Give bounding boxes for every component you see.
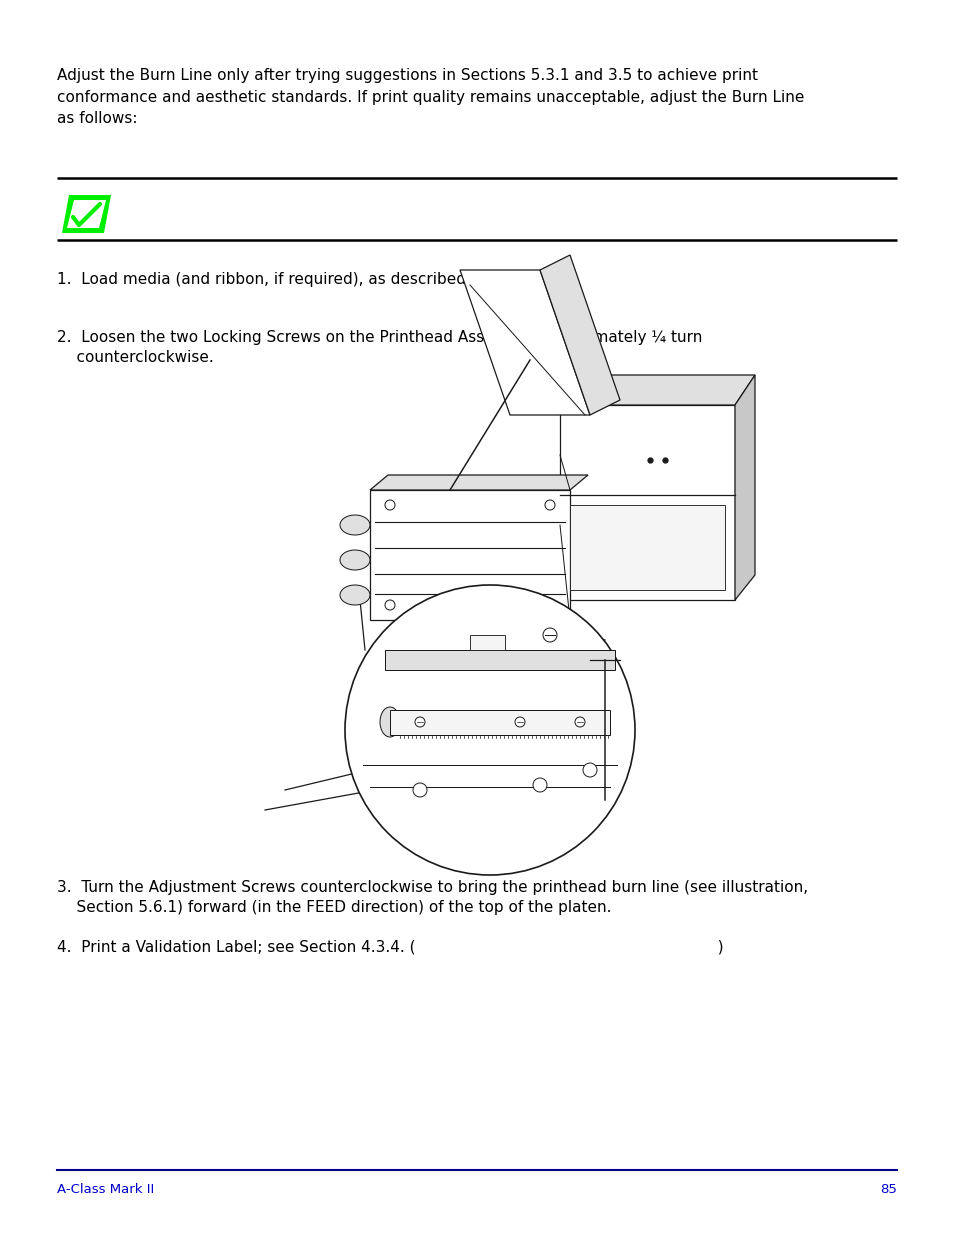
Ellipse shape bbox=[339, 550, 370, 571]
Polygon shape bbox=[470, 635, 504, 650]
Polygon shape bbox=[370, 475, 587, 490]
Ellipse shape bbox=[339, 585, 370, 605]
Text: A-Class Mark II: A-Class Mark II bbox=[57, 1183, 154, 1195]
Polygon shape bbox=[67, 200, 106, 228]
Circle shape bbox=[544, 600, 555, 610]
Polygon shape bbox=[559, 375, 754, 405]
Circle shape bbox=[544, 500, 555, 510]
Polygon shape bbox=[734, 375, 754, 600]
Circle shape bbox=[385, 500, 395, 510]
Text: 4.  Print a Validation Label; see Section 4.3.4. (                              : 4. Print a Validation Label; see Section… bbox=[57, 940, 723, 955]
Polygon shape bbox=[390, 710, 609, 735]
Text: 2.  Loosen the two Locking Screws on the Printhead Assembly approximately ¼ turn: 2. Loosen the two Locking Screws on the … bbox=[57, 330, 701, 345]
Text: 1.  Load media (and ribbon, if required), as described in Section 3.1.: 1. Load media (and ribbon, if required),… bbox=[57, 272, 580, 287]
Circle shape bbox=[345, 585, 635, 876]
Polygon shape bbox=[459, 270, 589, 415]
Polygon shape bbox=[569, 505, 724, 590]
Ellipse shape bbox=[339, 515, 370, 535]
Circle shape bbox=[582, 763, 597, 777]
Circle shape bbox=[413, 783, 427, 797]
Polygon shape bbox=[370, 490, 569, 620]
Text: counterclockwise.: counterclockwise. bbox=[57, 350, 213, 366]
Circle shape bbox=[533, 778, 546, 792]
Text: Section 5.6.1) forward (in the FEED direction) of the top of the platen.: Section 5.6.1) forward (in the FEED dire… bbox=[57, 900, 611, 915]
Circle shape bbox=[542, 629, 557, 642]
Circle shape bbox=[575, 718, 584, 727]
Polygon shape bbox=[559, 405, 734, 600]
Text: Adjust the Burn Line only after trying suggestions in Sections 5.3.1 and 3.5 to : Adjust the Burn Line only after trying s… bbox=[57, 68, 803, 126]
Circle shape bbox=[415, 718, 424, 727]
Polygon shape bbox=[62, 195, 111, 233]
Circle shape bbox=[515, 718, 524, 727]
Circle shape bbox=[385, 600, 395, 610]
Polygon shape bbox=[539, 254, 619, 415]
Text: 3.  Turn the Adjustment Screws counterclockwise to bring the printhead burn line: 3. Turn the Adjustment Screws counterclo… bbox=[57, 881, 807, 895]
Polygon shape bbox=[385, 650, 615, 671]
Text: 85: 85 bbox=[880, 1183, 896, 1195]
Ellipse shape bbox=[379, 706, 399, 737]
